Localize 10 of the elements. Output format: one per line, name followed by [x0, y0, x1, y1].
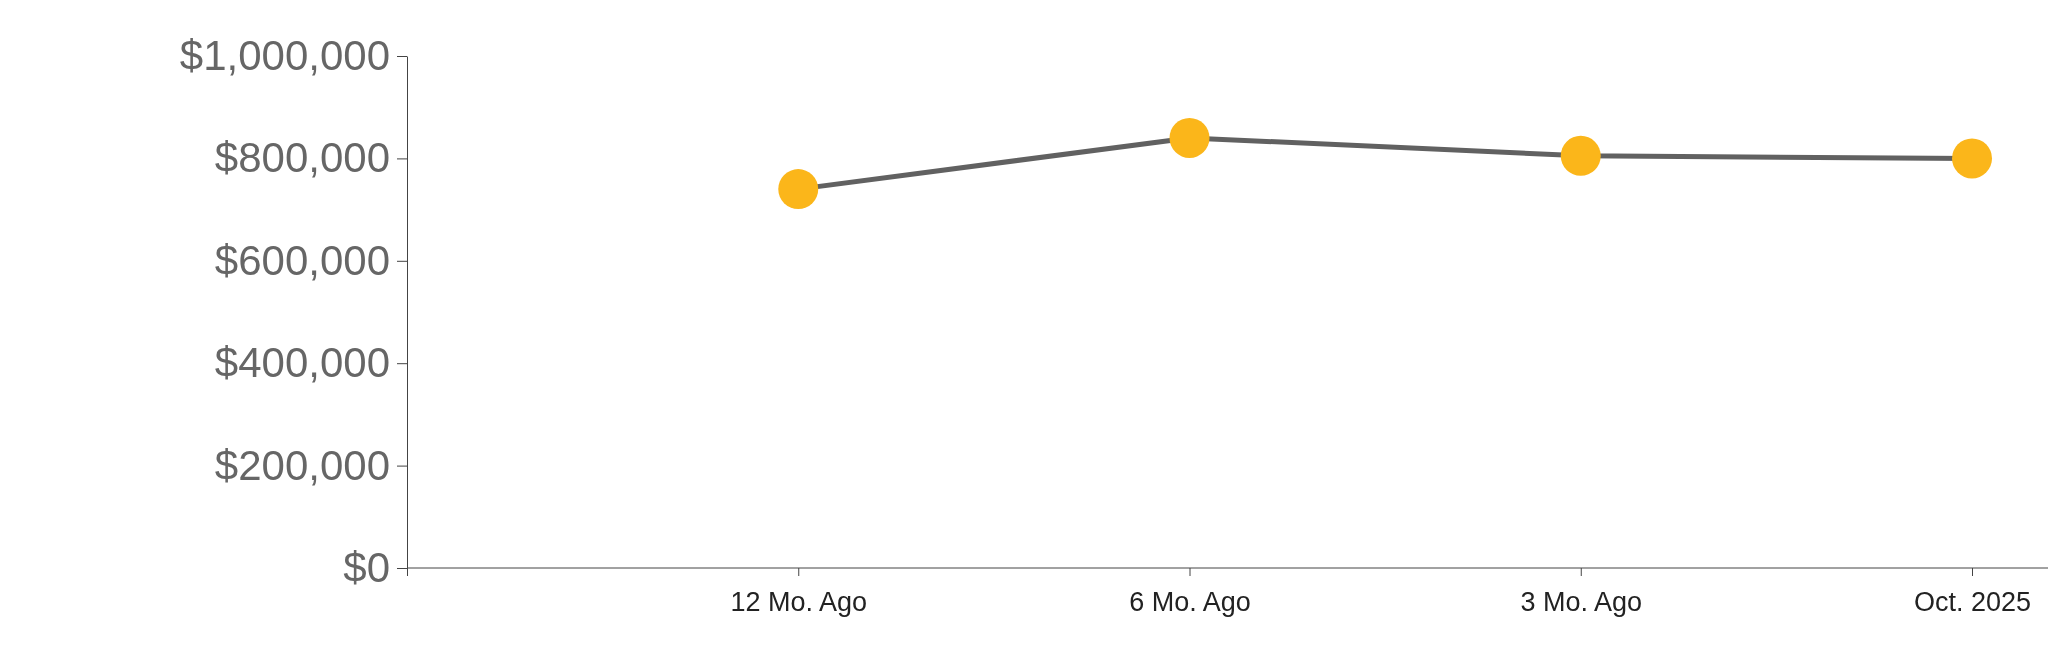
x-tick-label: 12 Mo. Ago [730, 587, 868, 618]
y-tick-label: $1,000,000 [179, 31, 390, 79]
y-tick-label: $400,000 [214, 339, 390, 387]
x-tick-label: 6 Mo. Ago [1129, 587, 1251, 618]
x-tick-label: 3 Mo. Ago [1520, 587, 1643, 618]
y-tick-label: $200,000 [214, 441, 390, 489]
x-tick-label: Oct. 2025 [1913, 587, 2032, 618]
y-tick-label: $600,000 [214, 236, 390, 284]
y-tick-label: $800,000 [214, 134, 390, 182]
y-tick-label: $0 [343, 543, 390, 591]
